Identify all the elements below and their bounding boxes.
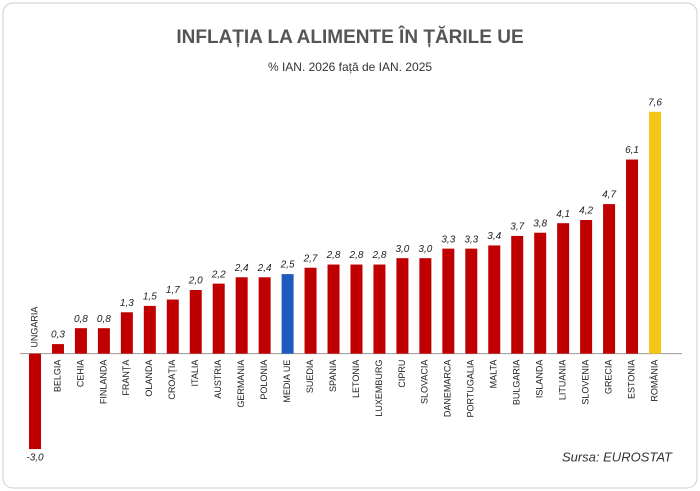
bar: [511, 235, 524, 354]
chart-title: INFLAȚIA LA ALIMENTE ÎN ȚĂRILE UE: [176, 26, 523, 48]
bar: [534, 232, 547, 354]
value-label: 3,0: [395, 244, 409, 255]
x-tick-label: AUSTRIA: [213, 360, 223, 399]
value-label: 4,7: [602, 190, 616, 201]
x-tick-label: MEDIA UE: [282, 360, 292, 403]
value-label: 0,3: [51, 330, 65, 341]
bar: [166, 299, 179, 354]
bar: [465, 248, 478, 354]
bar: [29, 353, 41, 450]
bar: [235, 277, 248, 354]
x-tick-label: PORTUGALIA: [466, 360, 476, 418]
value-label: 1,7: [166, 285, 180, 296]
source: Sursa: EUROSTAT: [562, 449, 673, 464]
bar: [327, 264, 340, 354]
x-tick-label: GERMANIA: [236, 360, 246, 408]
x-tick-label: ITALIA: [190, 360, 200, 387]
bar: [212, 283, 225, 354]
value-label: 2,8: [371, 250, 386, 261]
value-label: 2,8: [349, 250, 364, 261]
value-label: 3,4: [487, 231, 501, 242]
value-label: 1,5: [143, 292, 157, 303]
x-tick-label: FINLANDA: [98, 360, 108, 405]
x-tick-label: ESTONIA: [626, 360, 636, 399]
x-tick-label: DANEMARCA: [443, 360, 453, 418]
bar: [120, 312, 133, 354]
bar: [603, 204, 616, 354]
value-label: 3,7: [510, 222, 524, 233]
value-label: 2,5: [280, 260, 295, 271]
bar: [189, 290, 202, 354]
bar: [51, 344, 64, 354]
bar: [74, 328, 87, 354]
bar: [350, 264, 363, 354]
bar: [97, 328, 110, 354]
bar: [258, 277, 271, 354]
value-label: 7,6: [648, 97, 662, 108]
value-label: -3,0: [26, 453, 44, 464]
x-tick-label: OLANDA: [144, 360, 154, 397]
bar: [281, 274, 294, 354]
x-tick-label: LITUANIA: [558, 360, 568, 401]
x-tick-label: CROAȚIA: [167, 360, 177, 400]
x-tick-label: FRANȚA: [121, 360, 131, 396]
value-label: 1,3: [120, 298, 134, 309]
x-tick-label: CIPRU: [397, 360, 407, 388]
x-tick-label: ISLANDA: [535, 360, 545, 399]
x-tick-label: SPANIA: [328, 360, 338, 392]
bar: [626, 159, 639, 354]
x-tick-label: LETONIA: [351, 360, 361, 398]
value-label: 2,4: [257, 263, 272, 274]
bar: [557, 223, 570, 354]
value-label: 0,8: [74, 314, 88, 325]
value-label: 3,0: [418, 244, 432, 255]
value-label: 2,8: [326, 250, 341, 261]
value-label: 3,3: [441, 234, 455, 245]
value-label: 2,0: [188, 276, 203, 287]
x-tick-label: BELGIA: [52, 360, 62, 393]
value-label: 4,2: [579, 206, 593, 217]
value-label: 2,4: [234, 263, 249, 274]
x-tick-label: GRECIA: [603, 360, 613, 395]
x-tick-label: BULGARIA: [512, 360, 522, 406]
x-tick-label: ROMÂNIA: [649, 360, 659, 402]
value-label: 3,8: [533, 218, 547, 229]
x-tick-label: SLOVENIA: [580, 360, 590, 405]
value-label: 4,1: [556, 209, 570, 220]
bar: [649, 111, 661, 354]
x-tick-label: LUXEMBURG: [374, 360, 384, 417]
chart-subtitle: % IAN. 2026 față de IAN. 2025: [268, 60, 432, 74]
x-tick-label: MALTA: [489, 360, 499, 389]
x-tick-label: POLONIA: [259, 360, 269, 400]
x-tick-label: UNGARIA: [29, 307, 39, 348]
x-tick-label: SUEDIA: [305, 360, 315, 394]
value-label: 6,1: [625, 145, 639, 156]
bar: [419, 258, 432, 354]
x-tick-label: SLOVACIA: [420, 360, 430, 404]
value-label: 3,3: [464, 234, 478, 245]
bar: [396, 258, 409, 354]
bar: [143, 305, 156, 354]
value-label: 0,8: [97, 314, 111, 325]
bar: [373, 264, 386, 354]
bar: [442, 248, 455, 354]
bar: [488, 245, 501, 354]
bar: [304, 267, 317, 354]
value-label: 2,2: [211, 269, 226, 280]
x-tick-label: CEHIA: [75, 360, 85, 388]
value-label: 2,7: [303, 253, 318, 264]
bar: [580, 220, 593, 354]
